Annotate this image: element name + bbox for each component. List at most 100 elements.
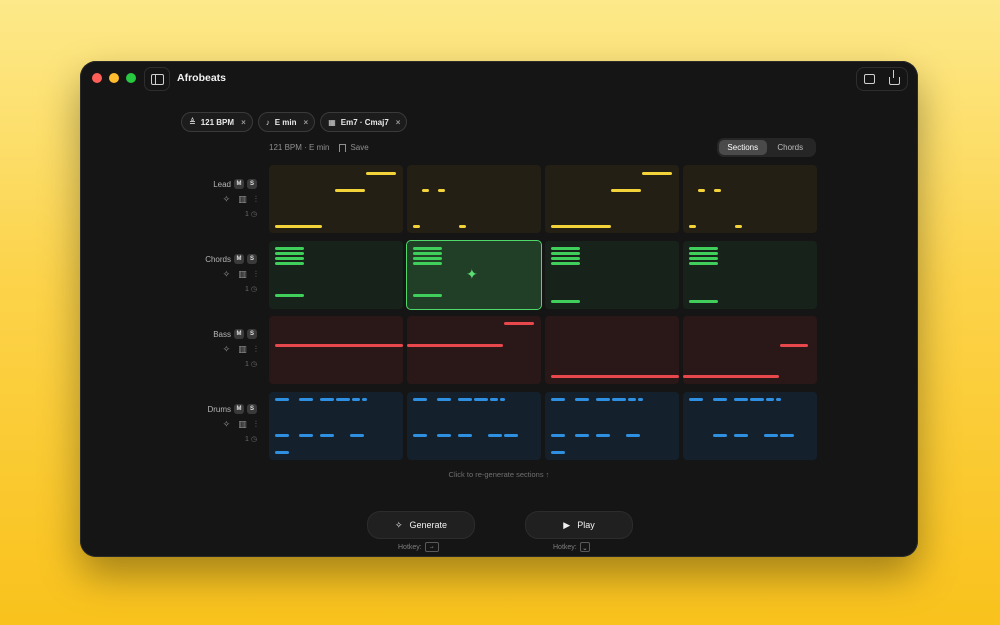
chip-key[interactable]: ♪ E min ×	[257, 112, 316, 132]
mute-button[interactable]: M	[234, 329, 244, 339]
note	[713, 434, 727, 437]
section-cell[interactable]	[269, 392, 403, 460]
play-hotkey: Hotkey: ⎵	[553, 542, 591, 552]
solo-button[interactable]: S	[247, 404, 257, 414]
note	[689, 257, 718, 260]
piano-icon[interactable]: ▥	[238, 269, 247, 279]
sparkle-icon[interactable]: ✧	[222, 269, 231, 279]
section-cell[interactable]	[269, 241, 403, 309]
note	[350, 434, 364, 437]
window-icon[interactable]	[864, 74, 875, 84]
note	[764, 434, 778, 437]
note	[551, 375, 679, 378]
note	[488, 434, 502, 437]
history-icon[interactable]: ◷	[250, 211, 257, 218]
history-icon[interactable]: ◷	[250, 436, 257, 443]
generate-label: Generate	[409, 520, 448, 530]
section-cell[interactable]	[683, 392, 817, 460]
waveform-icon[interactable]: ⫶	[254, 419, 257, 429]
play-icon: ▶	[563, 519, 571, 530]
section-cell-selected[interactable]: ✦	[406, 240, 542, 310]
solo-button[interactable]: S	[247, 254, 257, 264]
play-button[interactable]: ▶ Play	[525, 511, 633, 539]
note	[275, 257, 304, 260]
generate-button[interactable]: ✧ Generate	[367, 511, 475, 539]
mute-button[interactable]: M	[234, 404, 244, 414]
close-icon[interactable]: ×	[241, 117, 246, 127]
sparkle-icon[interactable]: ✧	[222, 194, 231, 204]
note	[413, 294, 442, 297]
window-actions	[856, 67, 908, 91]
note	[551, 257, 580, 260]
history-icon[interactable]: ◷	[250, 361, 257, 368]
note	[575, 434, 589, 437]
sidebar-toggle-button[interactable]	[144, 67, 170, 91]
arrow-right-key: →	[424, 542, 439, 552]
section-cell[interactable]	[545, 316, 679, 384]
note	[766, 398, 774, 401]
note	[689, 262, 718, 265]
track-name: Chords	[205, 254, 231, 264]
waveform-icon[interactable]: ⫶	[254, 194, 257, 204]
note	[551, 434, 565, 437]
mute-button[interactable]: M	[234, 179, 244, 189]
view-option-chords[interactable]: Chords	[777, 143, 804, 152]
note	[458, 434, 472, 437]
note	[299, 434, 313, 437]
note	[638, 398, 643, 401]
window-controls	[92, 73, 136, 83]
waveform-icon[interactable]: ⫶	[254, 269, 257, 279]
hotkey-label: Hotkey:	[398, 543, 422, 551]
history-icon[interactable]: ◷	[250, 286, 257, 293]
note	[713, 398, 727, 401]
sparkle-icon[interactable]: ✧	[222, 419, 231, 429]
close-icon[interactable]: ×	[395, 117, 401, 127]
note	[575, 398, 589, 401]
hotkey-label: Hotkey:	[553, 543, 577, 551]
sparkle-icon[interactable]: ✧	[222, 344, 231, 354]
chip-bpm[interactable]: ≜ 121 BPM ×	[181, 112, 253, 132]
mute-button[interactable]: M	[234, 254, 244, 264]
note	[413, 225, 420, 228]
waveform-icon[interactable]: ⫶	[254, 344, 257, 354]
solo-button[interactable]: S	[247, 179, 257, 189]
solo-button[interactable]: S	[247, 329, 257, 339]
note	[612, 398, 626, 401]
share-icon[interactable]	[889, 70, 900, 85]
chip-chords[interactable]: ▦ Em7 · Cmaj7 ×	[320, 112, 408, 132]
close-icon[interactable]: ×	[303, 117, 309, 127]
note	[780, 434, 794, 437]
piano-icon[interactable]: ▥	[238, 419, 247, 429]
note	[458, 398, 472, 401]
close-window-button[interactable]	[92, 73, 102, 83]
save-button[interactable]: Save	[339, 143, 369, 152]
section-cell[interactable]	[407, 316, 541, 384]
track-header-chords: Chords M S ✧ ▥ ⫶ 1 ◷	[181, 254, 257, 293]
section-cell[interactable]	[545, 165, 679, 233]
chip-label: 121 BPM	[200, 117, 235, 127]
piano-icon[interactable]: ▥	[238, 194, 247, 204]
note	[437, 398, 451, 401]
section-cell[interactable]	[407, 392, 541, 460]
sparkle-icon[interactable]: ✦	[466, 266, 478, 282]
version-count: 1	[245, 286, 249, 293]
app-window: Afrobeats ≜ 121 BPM × ♪ E min × ▦ Em7 · …	[80, 61, 918, 557]
section-cell[interactable]	[683, 241, 817, 309]
piano-icon[interactable]: ▥	[238, 344, 247, 354]
minimize-window-button[interactable]	[109, 73, 119, 83]
zoom-window-button[interactable]	[126, 73, 136, 83]
chip-label: Em7 · Cmaj7	[340, 117, 389, 127]
section-cell[interactable]	[683, 316, 817, 384]
note	[689, 300, 718, 303]
section-cell[interactable]	[269, 316, 403, 384]
note	[596, 398, 610, 401]
section-cell[interactable]	[269, 165, 403, 233]
section-cell[interactable]	[407, 165, 541, 233]
note	[698, 189, 705, 192]
music-note-icon: ♪	[265, 117, 270, 127]
note	[776, 398, 781, 401]
section-cell[interactable]	[545, 241, 679, 309]
section-cell[interactable]	[683, 165, 817, 233]
section-cell[interactable]	[545, 392, 679, 460]
view-option-sections[interactable]: Sections	[719, 140, 767, 155]
